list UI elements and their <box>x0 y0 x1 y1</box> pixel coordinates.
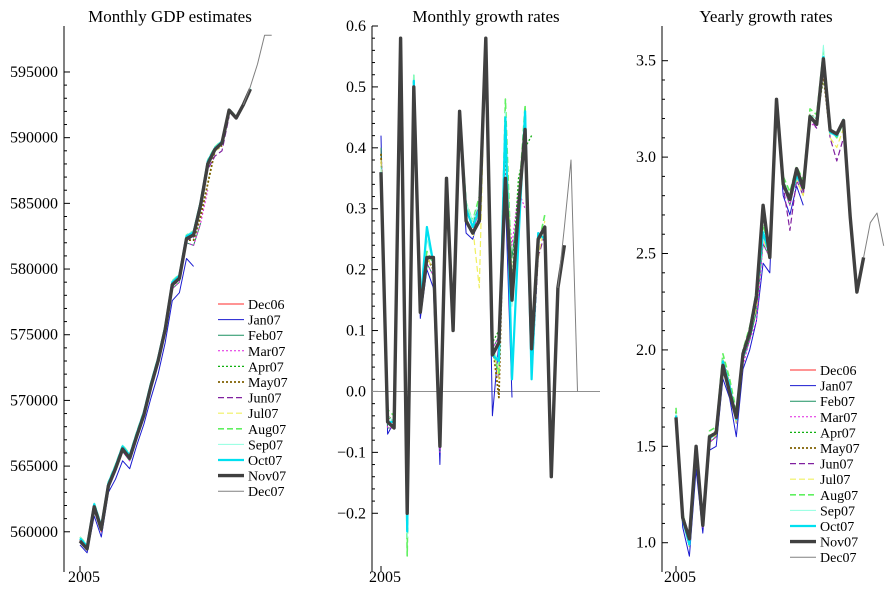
y-tick-label: 565000 <box>10 458 58 475</box>
series-line-oct07 <box>79 88 252 548</box>
legend-label-sep07: Sep07 <box>820 504 855 519</box>
series-line-nov07 <box>78 88 252 551</box>
chart-panel-1: Monthly GDP estimates 2005 560000 565000 570… <box>10 7 288 586</box>
y-tick-label: −0.2 <box>337 505 366 522</box>
y-tick-label: 1.0 <box>636 535 656 552</box>
chart-title: Monthly GDP estimates <box>88 7 252 26</box>
series-line-dec07 <box>863 212 885 258</box>
legend-label-dec07: Dec07 <box>820 551 857 566</box>
series-line-jul07 <box>675 65 845 548</box>
legend-label-jun07: Jun07 <box>248 392 281 407</box>
chart-title: Yearly growth rates <box>699 7 832 26</box>
y-tick-label: 2.5 <box>636 246 656 263</box>
series-line-nov07 <box>379 36 567 515</box>
legend-label-feb07: Feb07 <box>248 329 283 344</box>
y-tick-label: 0.1 <box>346 323 366 340</box>
legend-label-aug07: Aug07 <box>820 489 858 504</box>
series-line-dec07 <box>242 34 272 105</box>
series-line-oct07 <box>674 55 845 546</box>
legend-label-nov07: Nov07 <box>248 470 286 485</box>
chart-panel-2: Monthly growth rates 2005 −0.2 −0.1 0.0 0.1 0.… <box>337 7 600 586</box>
legend-label-apr07: Apr07 <box>248 360 284 375</box>
y-tick-label: 590000 <box>10 130 58 147</box>
legend-label-nov07: Nov07 <box>820 536 858 551</box>
y-tick-label: 0.4 <box>346 140 366 157</box>
y-tick-label: 3.0 <box>636 149 656 166</box>
y-tick-label: 560000 <box>10 524 58 541</box>
y-tick-label: 0.2 <box>346 262 366 279</box>
legend-label-dec06: Dec06 <box>820 364 857 379</box>
legend-label-aug07: Aug07 <box>248 423 286 438</box>
series-line-jul07 <box>79 110 237 547</box>
legend-label-dec06: Dec06 <box>248 298 285 313</box>
legend: Dec06Jan07Feb07Mar07Apr07May07Jun07Jul07… <box>790 364 860 566</box>
y-tick-label: 2.0 <box>636 342 656 359</box>
series-line-aug07 <box>675 50 845 540</box>
y-tick-label: 570000 <box>10 392 58 409</box>
series-line-jun07 <box>79 116 230 549</box>
series-line-jan07 <box>79 258 194 554</box>
series-line-feb07 <box>675 102 811 548</box>
y-tick-label: 3.5 <box>636 53 656 70</box>
legend: Dec06Jan07Feb07Mar07Apr07May07Jun07Jul07… <box>218 298 288 500</box>
y-tick-label: 0.6 <box>346 18 366 35</box>
series-line-feb07 <box>79 222 202 550</box>
y-tick-label: 0.3 <box>346 201 366 218</box>
legend-label-jan07: Jan07 <box>820 380 853 395</box>
y-tick-label: 580000 <box>10 261 58 278</box>
legend-label-mar07: Mar07 <box>248 345 285 360</box>
legend-label-mar07: Mar07 <box>820 411 857 426</box>
legend-label-feb07: Feb07 <box>820 395 855 410</box>
series-line-nov07 <box>674 57 866 541</box>
legend-label-jul07: Jul07 <box>820 473 850 488</box>
series-line-dec07 <box>557 159 578 392</box>
y-tick-label: 575000 <box>10 327 58 344</box>
legend-label-jan07: Jan07 <box>248 314 281 329</box>
legend-label-may07: May07 <box>248 376 288 391</box>
y-tick-label: 595000 <box>10 64 58 81</box>
legend-label-oct07: Oct07 <box>820 520 854 535</box>
y-tick-label: 0.0 <box>346 383 366 400</box>
y-tick-label: 585000 <box>10 195 58 212</box>
legend-label-sep07: Sep07 <box>248 438 283 453</box>
chart-panel-3: Yearly growth rates 2005 1.0 1.5 2.0 2.5 3.0 3.… <box>636 7 885 586</box>
legend-label-dec07: Dec07 <box>248 485 285 500</box>
legend-label-may07: May07 <box>820 442 860 457</box>
series-line-aug07 <box>79 103 245 546</box>
legend-label-jul07: Jul07 <box>248 407 278 422</box>
series-line-jun07 <box>675 69 845 548</box>
x-tick-label: 2005 <box>68 569 100 585</box>
legend-label-jun07: Jun07 <box>820 458 853 473</box>
x-tick-label: 2005 <box>664 569 696 585</box>
series-line-apr07 <box>79 150 216 549</box>
y-tick-label: −0.1 <box>337 444 366 461</box>
legend-label-apr07: Apr07 <box>820 426 856 441</box>
y-tick-label: 1.5 <box>636 438 656 455</box>
x-tick-label: 2005 <box>369 569 401 585</box>
chart-title: Monthly growth rates <box>412 7 559 26</box>
y-tick-label: 0.5 <box>346 79 366 96</box>
legend-label-oct07: Oct07 <box>248 454 282 469</box>
